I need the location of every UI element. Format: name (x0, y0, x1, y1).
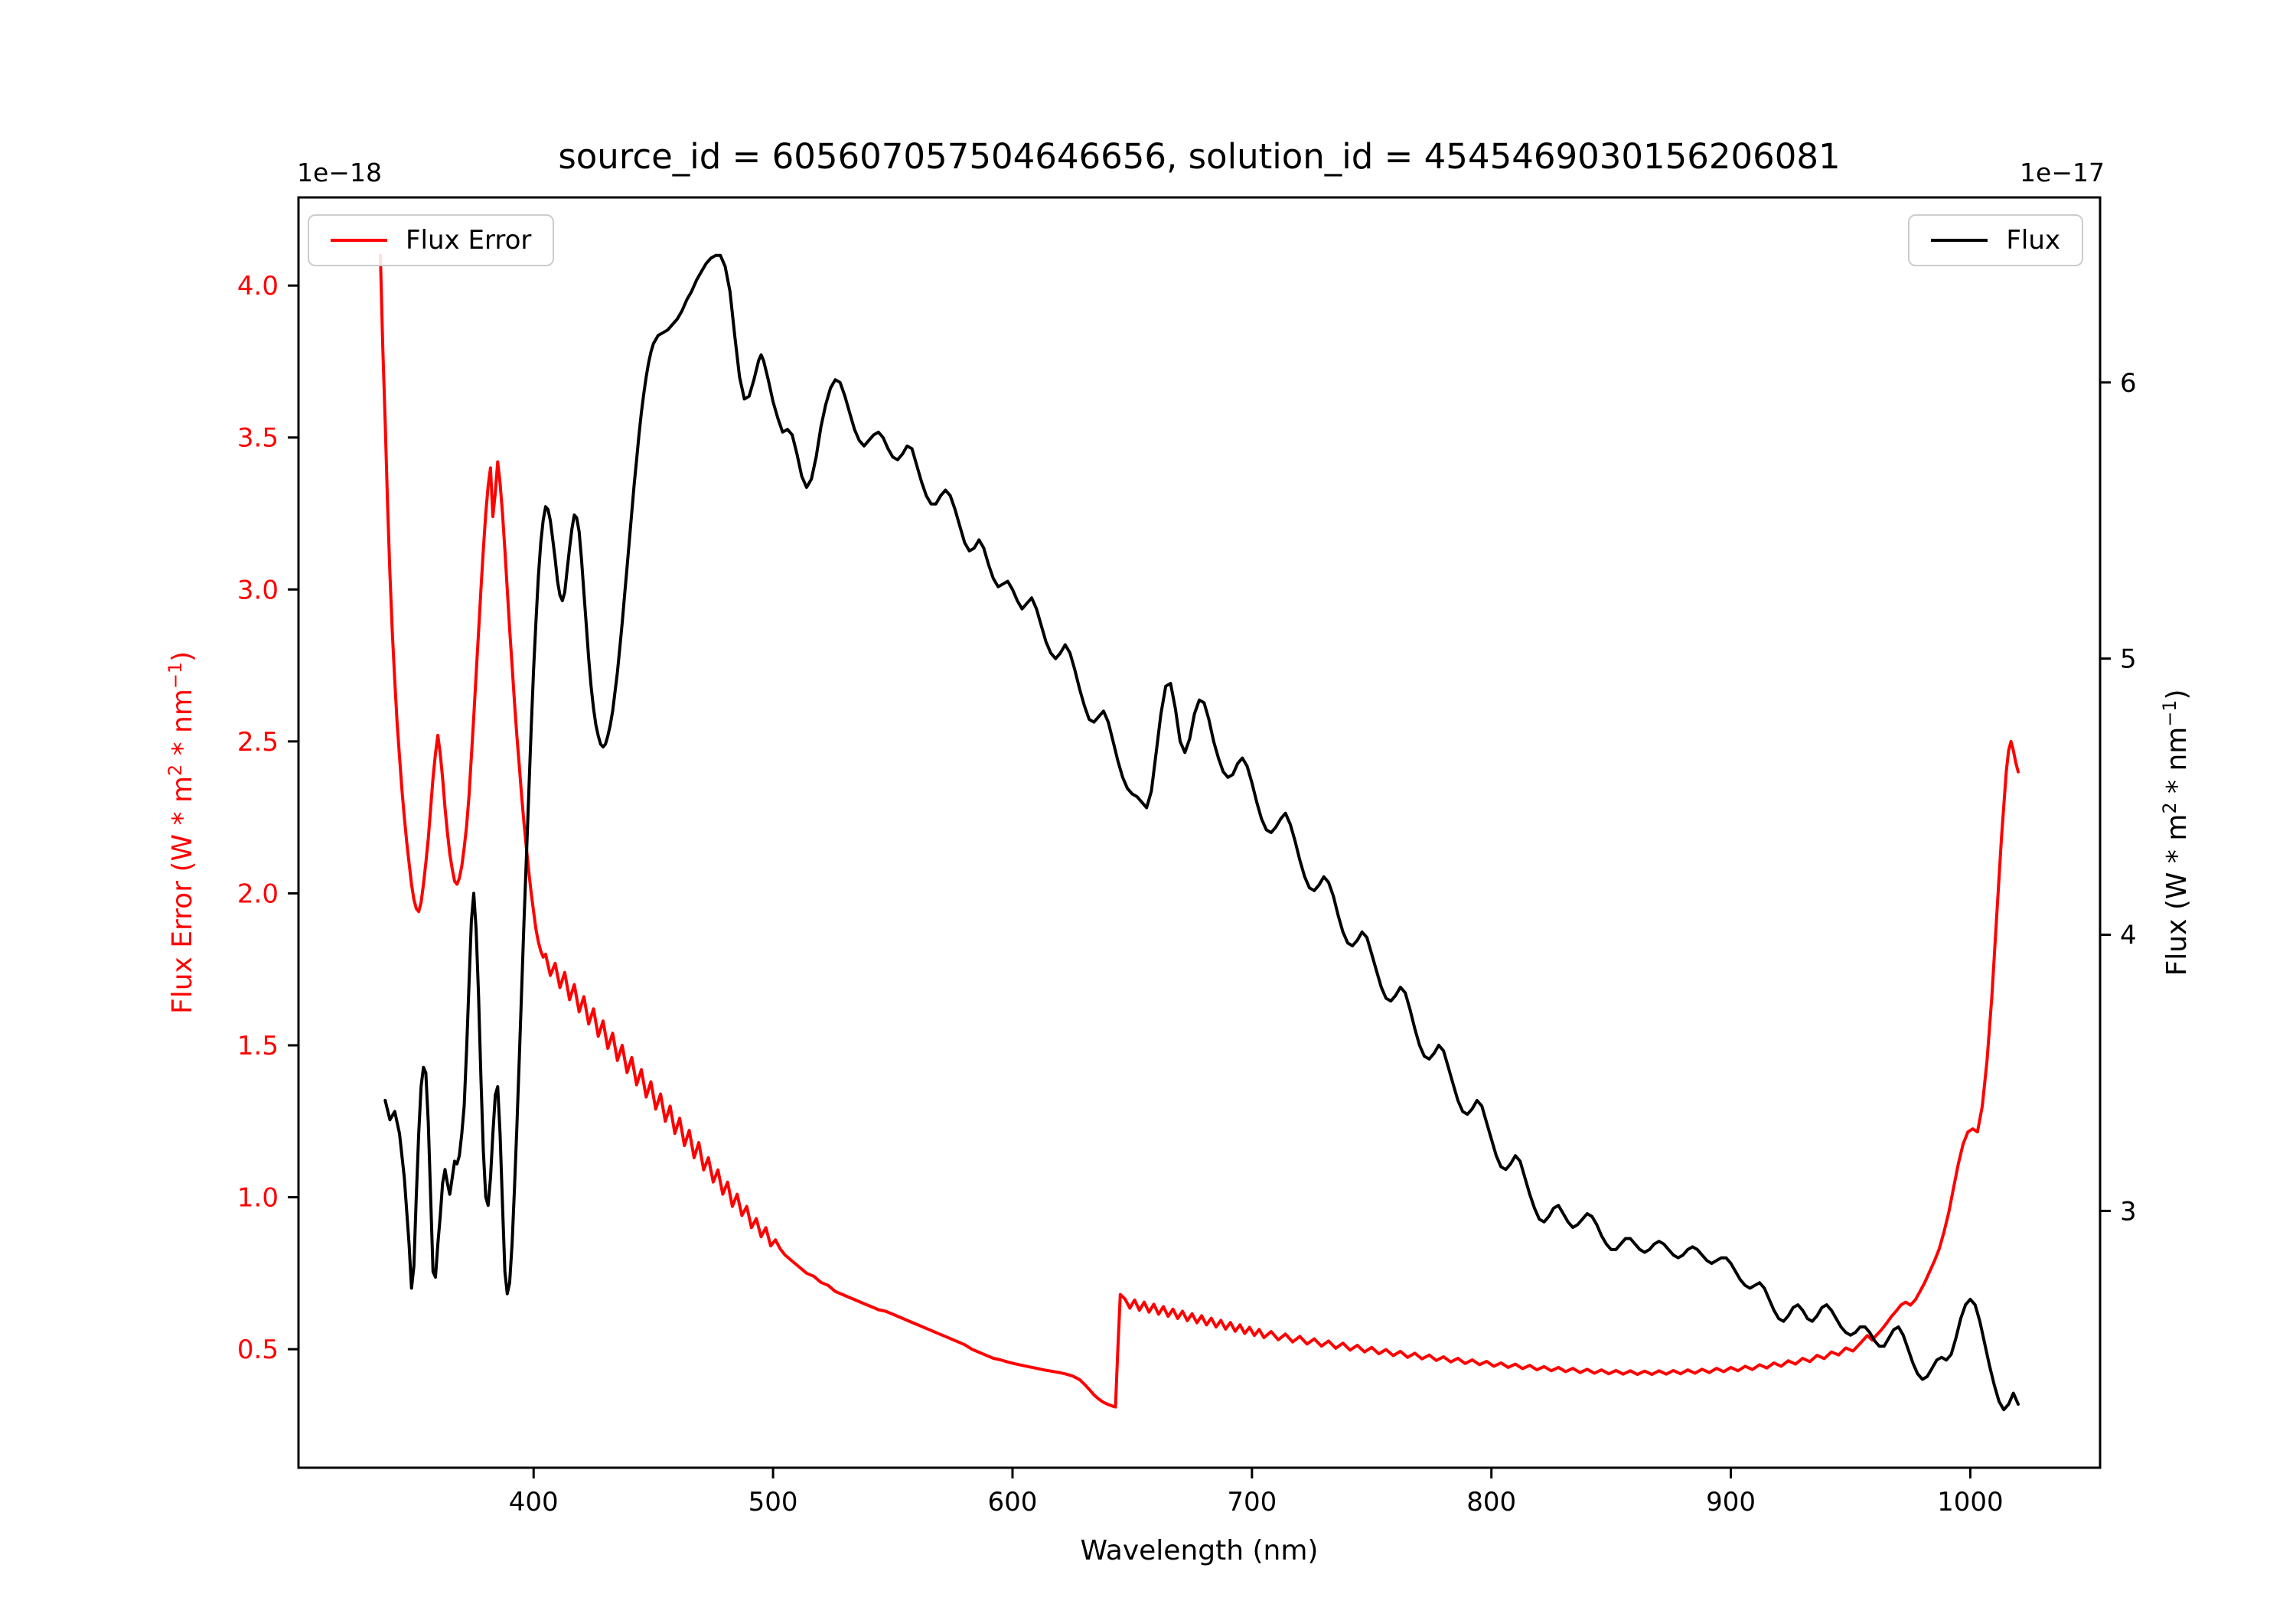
left-y-tick-label: 3.0 (237, 575, 279, 605)
axes-frame (297, 196, 2102, 1469)
right-y-tick-label: 5 (2120, 644, 2137, 675)
flux-line-swatch (1931, 239, 1988, 242)
left-y-tick-label: 0.5 (237, 1335, 279, 1365)
x-tick-label: 800 (1466, 1487, 1516, 1517)
right-y-tick-label: 4 (2120, 921, 2137, 951)
flux-error-line-swatch (331, 239, 387, 242)
x-axis-label: Wavelength (nm) (1080, 1535, 1319, 1566)
left-y-tick-label: 1.0 (237, 1183, 279, 1214)
right-y-axis-label: Flux (W * m2 * nm−1) (2159, 689, 2193, 976)
right-y-tick-label: 6 (2120, 368, 2137, 399)
x-tick-label: 600 (988, 1487, 1038, 1517)
left-y-tick-label: 3.5 (237, 423, 279, 454)
x-tick-label: 1000 (1937, 1487, 2004, 1517)
x-tick-label: 700 (1227, 1487, 1277, 1517)
right-y-tick-label: 3 (2120, 1196, 2137, 1227)
x-tick-label: 400 (509, 1487, 559, 1517)
legend-flux: Flux (1908, 214, 2083, 266)
flux-line (383, 253, 2020, 1412)
left-y-tick-label: 1.5 (237, 1031, 279, 1061)
right-axis-offset-text: 1e−17 (2020, 158, 2105, 187)
flux-error-line (379, 253, 2020, 1409)
left-y-tick-label: 2.0 (237, 878, 279, 909)
left-axis-offset-text: 1e−18 (297, 158, 382, 187)
left-y-tick-label: 2.5 (237, 727, 279, 758)
chart-title: source_id = 605607057504646656, solution… (558, 136, 1841, 177)
left-y-axis-label: Flux Error (W * m2 * nm−1) (165, 650, 198, 1015)
x-tick-label: 900 (1706, 1487, 1756, 1517)
legend-flux-label: Flux (2006, 225, 2060, 256)
legend-flux-error: Flux Error (308, 214, 555, 266)
left-y-tick-label: 4.0 (237, 271, 279, 302)
x-tick-label: 500 (748, 1487, 798, 1517)
legend-flux-error-label: Flux Error (406, 225, 532, 256)
